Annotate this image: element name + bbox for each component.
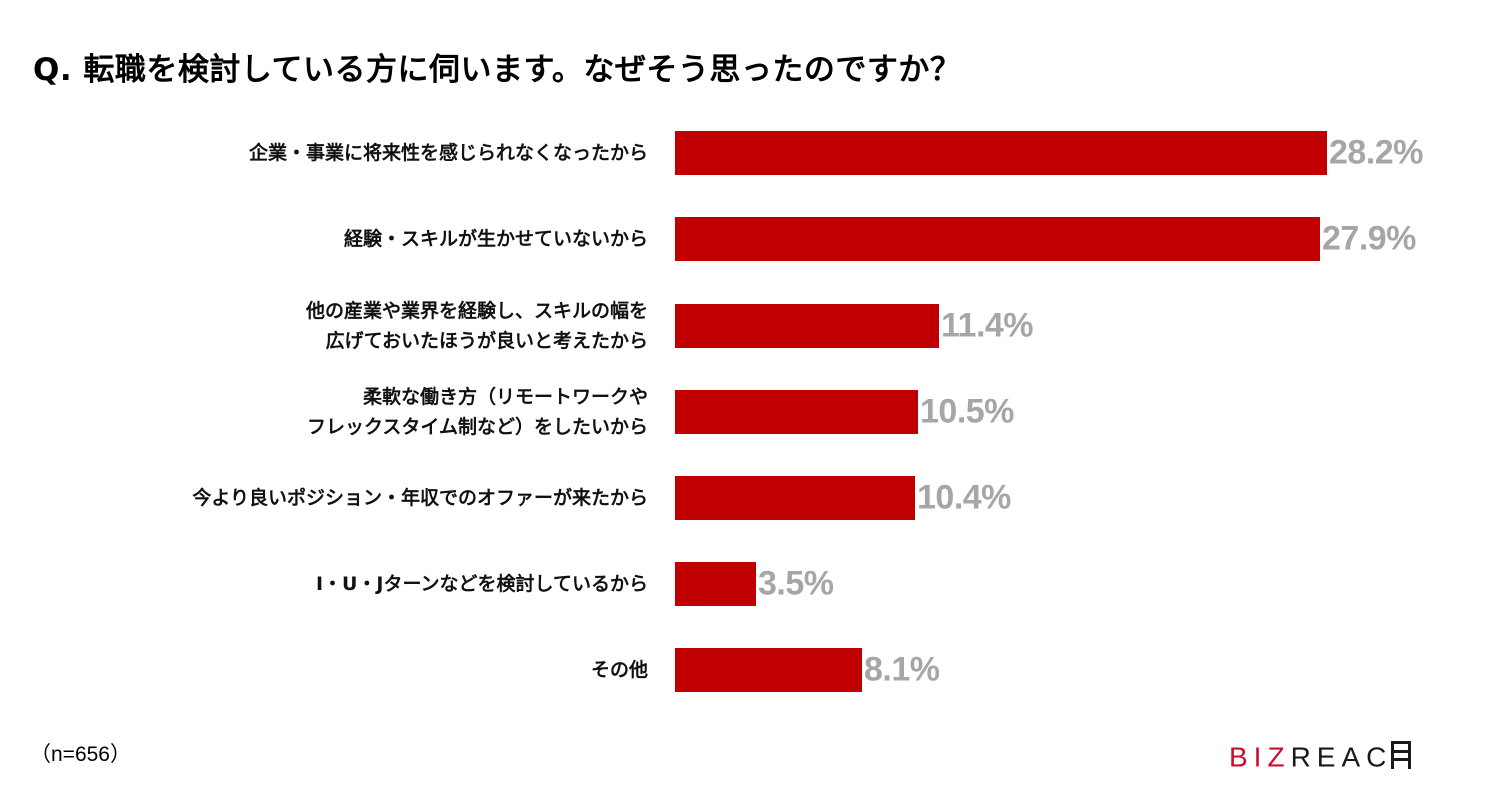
bar-row: 企業・事業に将来性を感じられなくなったから 28.2% (0, 131, 1500, 175)
category-label: 柔軟な働き方（リモートワークやフレックスタイム制など）をしたいから (307, 382, 648, 442)
bar-row: その他 8.1% (0, 648, 1500, 692)
category-label-line: 他の産業や業界を経験し、スキルの幅を (305, 300, 648, 322)
value-label: 8.1% (864, 650, 940, 689)
category-label: 今より良いポジション・年収でのオファーが来たから (192, 483, 648, 513)
category-label-line: その他 (590, 659, 648, 681)
value-label: 11.4% (941, 306, 1034, 345)
chart-title: Q. 転職を検討している方に伺います。なぜそう思ったのですか？ (33, 52, 962, 88)
sample-size-note: （n=656） (30, 743, 131, 766)
data-bar (675, 304, 939, 348)
data-bar (675, 217, 1320, 261)
bar-row: 柔軟な働き方（リモートワークやフレックスタイム制など）をしたいから 10.5% (0, 386, 1500, 438)
data-bar (675, 476, 915, 520)
bar-row: 今より良いポジション・年収でのオファーが来たから 10.4% (0, 476, 1500, 520)
category-label-line: 今より良いポジション・年収でのオファーが来たから (192, 487, 648, 509)
bizreach-logo: BIZREAC (1229, 740, 1412, 778)
category-label: 経験・スキルが生かせていないから (344, 224, 648, 254)
data-bar (675, 562, 756, 606)
value-label: 10.5% (920, 392, 1014, 431)
category-label-line: フレックスタイム制など）をしたいから (306, 416, 648, 438)
category-label: I・U・Jターンなどを検討しているから (316, 569, 648, 599)
category-label: 企業・事業に将来性を感じられなくなったから (249, 138, 648, 168)
category-label-line: I・U・Jターンなどを検討しているから (315, 573, 648, 595)
category-label: 他の産業や業界を経験し、スキルの幅を広げておいたほうが良いと考えたから (306, 296, 648, 356)
category-label-line: 広げておいたほうが良いと考えたから (325, 330, 648, 352)
category-label-line: 経験・スキルが生かせていないから (343, 228, 648, 250)
bar-row: I・U・Jターンなどを検討しているから 3.5% (0, 562, 1500, 606)
logo-text-reach: REAC (1290, 741, 1393, 773)
category-label: その他 (591, 655, 648, 685)
data-bar (675, 648, 862, 692)
h-ladder-icon (1390, 740, 1412, 778)
value-label: 27.9% (1322, 219, 1416, 258)
category-label-line: 企業・事業に将来性を感じられなくなったから (248, 142, 648, 164)
value-label: 3.5% (758, 564, 834, 603)
value-label: 10.4% (917, 478, 1011, 517)
category-label-line: 柔軟な働き方（リモートワークや (362, 386, 648, 408)
bar-row: 経験・スキルが生かせていないから 27.9% (0, 217, 1500, 261)
bar-row: 他の産業や業界を経験し、スキルの幅を広げておいたほうが良いと考えたから 11.4% (0, 300, 1500, 352)
data-bar (675, 390, 918, 434)
data-bar (675, 131, 1327, 175)
logo-text-biz: BIZ (1229, 741, 1291, 773)
value-label: 28.2% (1329, 133, 1423, 172)
